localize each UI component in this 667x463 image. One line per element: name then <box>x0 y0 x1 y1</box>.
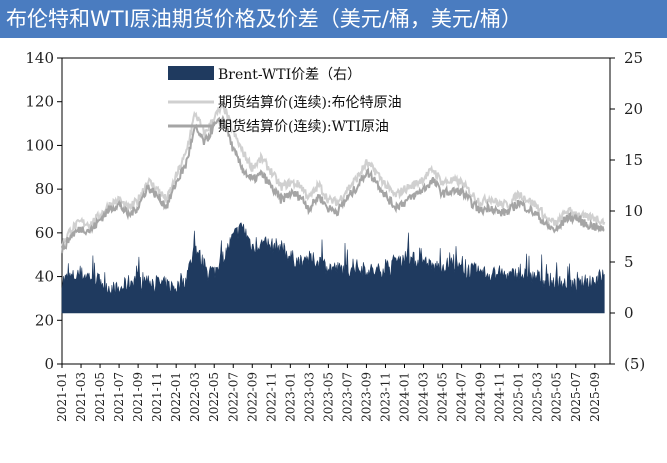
x-tick-label: 2022-09 <box>245 372 259 422</box>
right-tick-label: 5 <box>624 253 634 271</box>
right-tick-label: 15 <box>624 151 643 169</box>
left-tick-label: 120 <box>25 93 54 111</box>
x-tick-label: 2021-09 <box>131 372 145 422</box>
x-tick-label: 2022-01 <box>169 372 183 422</box>
left-tick-label: 0 <box>44 355 54 373</box>
x-tick-label: 2025-07 <box>569 372 583 422</box>
x-tick-label: 2024-07 <box>455 372 469 422</box>
x-tick-label: 2025-01 <box>512 372 526 422</box>
wti-line-series <box>61 114 605 254</box>
x-tick-label: 2022-07 <box>226 372 240 422</box>
right-tick-label: (5) <box>624 355 645 373</box>
x-tick-label: 2025-03 <box>531 372 545 422</box>
x-tick-label: 2021-03 <box>74 372 88 422</box>
x-tick-label: 2021-01 <box>55 372 69 422</box>
x-tick-label: 2022-05 <box>207 372 221 422</box>
x-tick-label: 2024-03 <box>417 372 431 422</box>
x-tick-label: 2022-03 <box>188 372 202 422</box>
left-tick-label: 20 <box>35 311 54 329</box>
x-tick-label: 2021-11 <box>150 372 164 422</box>
x-tick-label: 2024-11 <box>493 372 507 422</box>
right-tick-label: 10 <box>624 202 643 220</box>
right-tick-label: 25 <box>624 49 643 67</box>
x-tick-label: 2024-09 <box>474 372 488 422</box>
x-tick-label: 2023-01 <box>283 372 297 422</box>
right-tick-label: 20 <box>624 100 643 118</box>
legend-label-wti: 期货结算价(连续):WTI原油 <box>218 118 389 135</box>
x-tick-label: 2022-11 <box>264 372 278 422</box>
brent-line-series <box>61 101 606 247</box>
x-tick-label: 2021-05 <box>93 372 107 422</box>
left-tick-label: 40 <box>35 268 54 286</box>
right-tick-label: 0 <box>624 304 634 322</box>
legend-label-spread: Brent-WTI价差（右） <box>218 67 361 83</box>
x-tick-label: 2021-07 <box>112 372 126 422</box>
left-tick-label: 100 <box>25 136 54 154</box>
x-tick-label: 2023-03 <box>302 372 316 422</box>
title-bar: 布伦特和WTI原油期货价格及价差（美元/桶，美元/桶） <box>0 0 667 38</box>
x-tick-label: 2025-05 <box>550 372 564 422</box>
x-tick-label: 2023-07 <box>340 372 354 422</box>
x-tick-label: 2023-09 <box>359 372 373 422</box>
legend-label-brent: 期货结算价(连续):布伦特原油 <box>218 94 402 111</box>
x-tick-label: 2023-11 <box>378 372 392 422</box>
left-tick-label: 140 <box>25 49 54 67</box>
spread-area-series <box>61 222 605 314</box>
chart-title: 布伦特和WTI原油期货价格及价差（美元/桶，美元/桶） <box>6 7 522 31</box>
x-tick-label: 2024-05 <box>436 372 450 422</box>
left-tick-label: 80 <box>35 180 54 198</box>
legend-swatch-spread <box>168 66 214 80</box>
left-tick-label: 60 <box>35 224 54 242</box>
x-tick-label: 2023-05 <box>321 372 335 422</box>
x-tick-label: 2024-01 <box>398 372 412 422</box>
x-tick-label: 2025-09 <box>588 372 602 422</box>
